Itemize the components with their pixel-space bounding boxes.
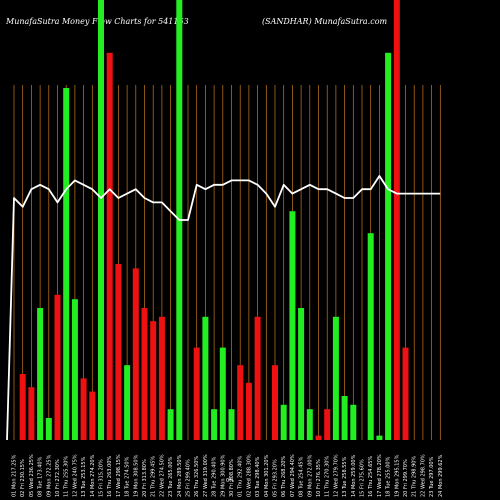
- x-tick-label: 21 Thu 299.45%: [151, 456, 157, 497]
- x-tick-label: 02 Fri 230.15%: [20, 459, 26, 497]
- x-tick-label: 16 Thu 254.65%: [368, 456, 374, 497]
- bar: [306, 409, 313, 440]
- x-tick-label: 06 Thu 268.20%: [281, 456, 287, 497]
- x-tick-label: 03 Tue 298.40%: [255, 456, 261, 497]
- bar: [219, 347, 226, 440]
- bar: [393, 0, 400, 440]
- bar: [158, 316, 165, 440]
- x-tick-label: 29 Mon 300.90%: [220, 454, 226, 497]
- bar: [350, 404, 357, 440]
- bar: [324, 409, 331, 440]
- bar: [298, 308, 305, 440]
- x-tick-label: 30 Fri 308.80%: [229, 459, 235, 497]
- x-tick-label: 12 Wed 279.70%: [333, 454, 339, 497]
- bar: [89, 391, 96, 440]
- x-tick-label: 08 Tue 254.45%: [299, 456, 305, 497]
- bar: [19, 374, 26, 440]
- x-tick-label: 15 Fri 315.20%: [99, 459, 105, 497]
- x-tick-label: 05 Wed 236.25%: [29, 454, 35, 497]
- bar: [228, 409, 235, 440]
- x-tick-label: 05 Fri 293.20%: [273, 459, 279, 497]
- x-tick-label: 11 Thu 255.30%: [64, 456, 70, 497]
- bar: [272, 365, 278, 440]
- bar: [132, 268, 139, 440]
- x-tick-label: 19 Mon 308.50%: [133, 454, 139, 497]
- x-tick-label: 26 Thu 326.50%: [194, 456, 200, 497]
- bar: [376, 435, 383, 440]
- bar: [367, 233, 374, 440]
- x-tick-label: 14 Mon 274.20%: [90, 454, 96, 497]
- bar: [98, 0, 104, 440]
- axis-marker-label: 0%: [226, 478, 234, 484]
- x-tick-label: 24 Mon 299.62%: [438, 454, 444, 497]
- x-tick-label: 02 Wed 288.30%: [246, 454, 252, 497]
- x-tick-label: 22 Wed 274.50%: [159, 454, 165, 497]
- bar: [211, 409, 218, 440]
- x-tick-label: 16 Thu 263.00%: [107, 456, 113, 497]
- bar: [402, 347, 409, 440]
- x-tick-label: 17 Wed 278.20%: [377, 454, 383, 497]
- x-tick-label: 19 Mon 295.15%: [394, 454, 400, 497]
- bar: [280, 404, 287, 440]
- bar: [124, 365, 131, 440]
- bar: [54, 294, 61, 440]
- chart-header-left: MunafaSutra Money Flow Charts for 541163: [5, 17, 189, 26]
- bar: [202, 316, 209, 440]
- x-tick-label: 01 Mon 217.25%: [12, 454, 18, 497]
- x-tick-label: 10 Fri 276.35%: [316, 459, 322, 497]
- bar: [315, 435, 322, 440]
- x-tick-label: 12 Wed 240.75%: [72, 454, 78, 497]
- x-tick-label: 28 Tue 290.40%: [212, 456, 218, 497]
- money-flow-line: [6, 175, 441, 441]
- bar: [80, 378, 87, 440]
- bar: [385, 52, 392, 441]
- x-tick-label: 01 Thu 292.40%: [238, 456, 244, 497]
- x-tick-label: 09 Mon 272.25%: [46, 454, 52, 497]
- x-tick-label: 08 Tue 173.40%: [38, 456, 44, 497]
- x-tick-label: 07 Wed 294.40%: [290, 454, 296, 497]
- x-tick-label: 04 Mon 301.20%: [264, 454, 270, 497]
- bar: [167, 409, 174, 440]
- bar: [45, 418, 52, 440]
- bar: [37, 308, 44, 440]
- bar: [193, 347, 200, 440]
- bar: [106, 52, 113, 441]
- x-tick-label: 13 Tue 258.55%: [342, 456, 348, 497]
- x-tick-label: 17 Wed 298.15%: [116, 454, 122, 497]
- bar: [141, 308, 148, 440]
- bar: [245, 382, 252, 440]
- x-tick-label: 23 Tue 297.00%: [429, 456, 435, 497]
- bar: [71, 299, 78, 440]
- x-tick-label: 21 Thu 298.90%: [412, 456, 418, 497]
- x-tick-label: 20 Fri 313.80%: [142, 459, 148, 497]
- bar: [289, 211, 296, 440]
- x-tick-label: 20 Fri 299.70%: [403, 459, 409, 497]
- chart-header-right: (SANDHAR) MunafaSutra.com: [262, 17, 388, 26]
- x-tick-label: 15 Fri 275.60%: [360, 459, 366, 497]
- bar: [254, 316, 261, 440]
- bar: [150, 321, 157, 440]
- bar: [28, 387, 35, 440]
- x-tick-label: 18 Tue 255.00%: [386, 456, 392, 497]
- x-tick-label: 18 Tue 274.50%: [125, 456, 131, 497]
- bar: [63, 88, 70, 440]
- bar: [237, 365, 244, 440]
- x-tick-label: 10 Fri 272.30%: [55, 459, 61, 497]
- x-tick-label: 23 Tue 265.00%: [168, 456, 174, 497]
- tick-labels-group: 01 Mon 217.25% 02 Fri 230.15% 05 Wed 236.2…: [12, 454, 444, 497]
- x-tick-label: 25 Fri 299.40%: [186, 459, 192, 497]
- x-tick-label: 27 Wed 319.00%: [203, 454, 209, 497]
- x-tick-label: 11 Thu 270.30%: [325, 456, 331, 497]
- bar: [341, 396, 348, 440]
- money-flow-line-group: [6, 175, 441, 441]
- x-tick-label: 13 Tue 253.15%: [81, 456, 87, 497]
- x-tick-label: 14 Mon 259.00%: [351, 454, 357, 497]
- bar: [332, 316, 339, 440]
- bar: [115, 264, 122, 440]
- x-tick-label: 24 Mon 289.50%: [177, 454, 183, 497]
- x-tick-label: 09 Mon 272.00%: [307, 454, 313, 497]
- x-tick-label: 22 Wed 298.70%: [420, 454, 426, 497]
